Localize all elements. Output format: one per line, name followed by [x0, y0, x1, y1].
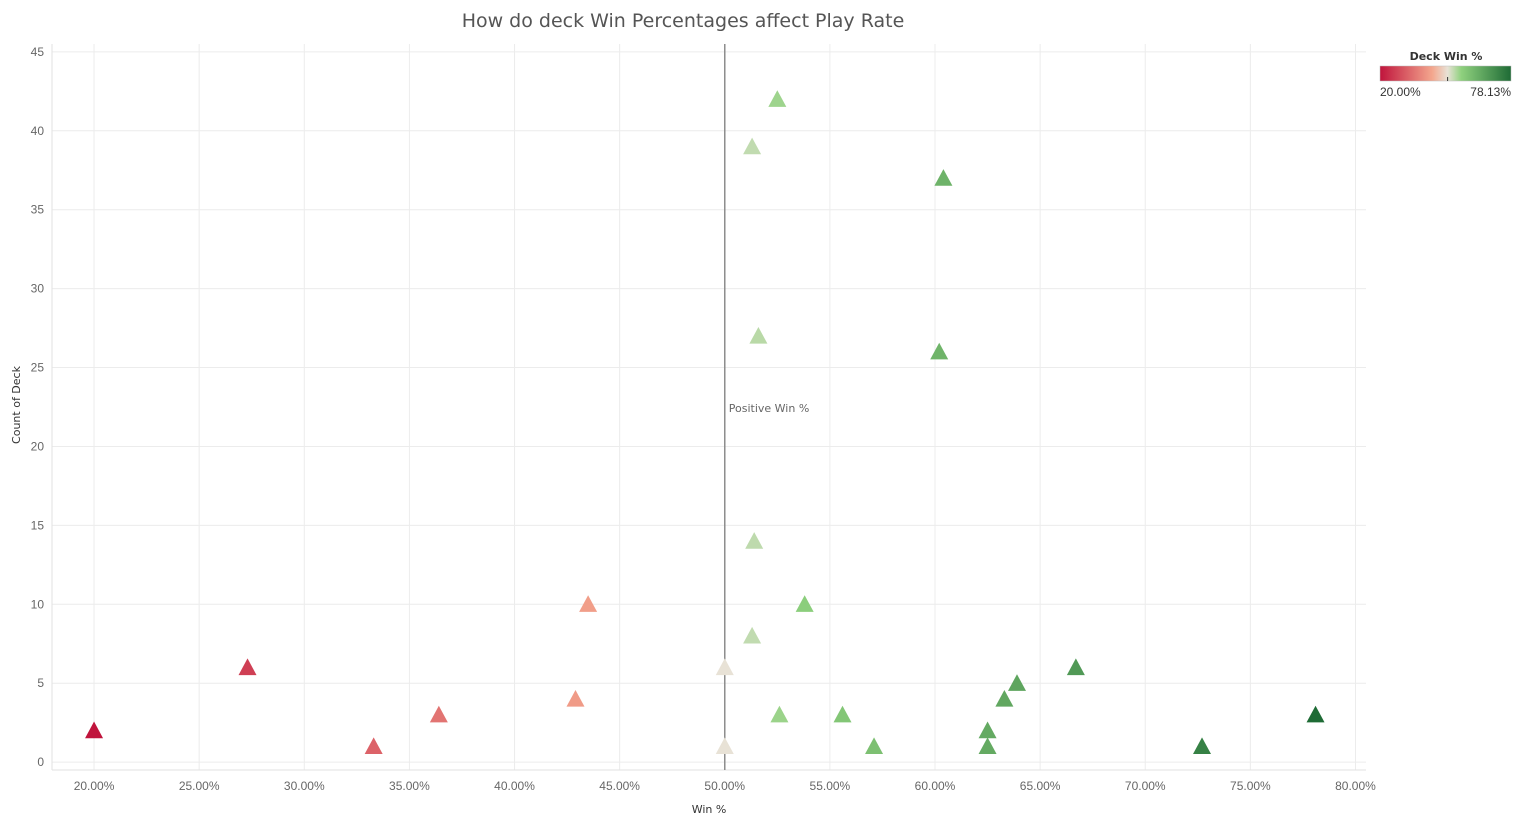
x-tick-label: 45.00%	[599, 779, 640, 793]
y-tick-label: 45	[31, 45, 45, 59]
data-point-triangle[interactable]	[743, 626, 762, 644]
y-tick-label: 25	[31, 361, 45, 375]
data-point-triangle[interactable]	[930, 342, 949, 360]
y-tick-label: 10	[31, 597, 45, 611]
legend-min-label: 20.00%	[1380, 85, 1421, 99]
data-point-triangle[interactable]	[364, 737, 383, 754]
data-point-triangle[interactable]	[715, 658, 734, 676]
reference-line-label: Positive Win %	[729, 402, 810, 415]
data-point-triangle[interactable]	[743, 137, 762, 155]
x-tick-label: 65.00%	[1020, 779, 1061, 793]
data-point-triangle[interactable]	[429, 705, 448, 723]
x-tick-label: 30.00%	[284, 779, 325, 793]
x-tick-label: 20.00%	[74, 779, 115, 793]
data-point-triangle[interactable]	[749, 326, 768, 344]
color-legend: Deck Win % 20.00% 78.13%	[1379, 50, 1512, 99]
data-point-triangle[interactable]	[768, 90, 787, 107]
data-point-triangle[interactable]	[934, 169, 953, 186]
x-tick-label: 70.00%	[1125, 779, 1166, 793]
legend-title: Deck Win %	[1410, 50, 1483, 63]
gridlines	[52, 44, 1366, 770]
legend-color-ramp	[1379, 65, 1512, 82]
x-tick-label: 80.00%	[1335, 779, 1376, 793]
data-point-triangle[interactable]	[795, 595, 814, 612]
chart-title: How do deck Win Percentages affect Play …	[462, 10, 905, 32]
data-point-triangle[interactable]	[85, 721, 104, 739]
data-point-triangle[interactable]	[978, 721, 997, 739]
x-tick-label: 55.00%	[810, 779, 851, 793]
y-tick-label: 35	[31, 203, 45, 217]
legend-max-label: 78.13%	[1470, 85, 1511, 99]
x-axis-title: Win %	[692, 803, 727, 816]
data-point-triangle[interactable]	[770, 705, 789, 723]
data-point-triangle[interactable]	[579, 595, 598, 612]
data-point-triangle[interactable]	[745, 532, 764, 549]
data-point-triangle[interactable]	[566, 689, 585, 707]
x-tick-label: 75.00%	[1230, 779, 1271, 793]
x-tick-label: 60.00%	[915, 779, 956, 793]
x-axis-ticks: 20.00% 25.00% 30.00% 35.00% 40.00% 45.00% 50.0…	[74, 779, 1376, 793]
x-tick-label: 50.00%	[704, 779, 745, 793]
data-points	[85, 90, 1325, 754]
data-point-triangle[interactable]	[1008, 674, 1027, 691]
x-tick-label: 25.00%	[179, 779, 220, 793]
x-tick-label: 35.00%	[389, 779, 430, 793]
data-point-triangle[interactable]	[1066, 658, 1085, 676]
y-axis-ticks: 0 5 10 15 20 25 30 35 40 45	[31, 45, 45, 769]
y-tick-label: 40	[31, 124, 45, 138]
data-point-triangle[interactable]	[833, 705, 852, 723]
y-tick-label: 15	[31, 518, 45, 532]
y-tick-label: 30	[31, 282, 45, 296]
data-point-triangle[interactable]	[865, 737, 884, 754]
data-point-triangle[interactable]	[1193, 737, 1212, 754]
y-tick-label: 20	[31, 439, 45, 453]
data-point-triangle[interactable]	[715, 737, 734, 754]
data-point-triangle[interactable]	[1306, 705, 1325, 723]
data-point-triangle[interactable]	[995, 689, 1014, 707]
data-point-triangle[interactable]	[978, 737, 997, 754]
y-tick-label: 0	[37, 755, 44, 769]
y-axis-title: Count of Deck	[10, 365, 23, 444]
x-tick-label: 40.00%	[494, 779, 535, 793]
data-point-triangle[interactable]	[238, 658, 257, 676]
y-tick-label: 5	[37, 676, 44, 690]
